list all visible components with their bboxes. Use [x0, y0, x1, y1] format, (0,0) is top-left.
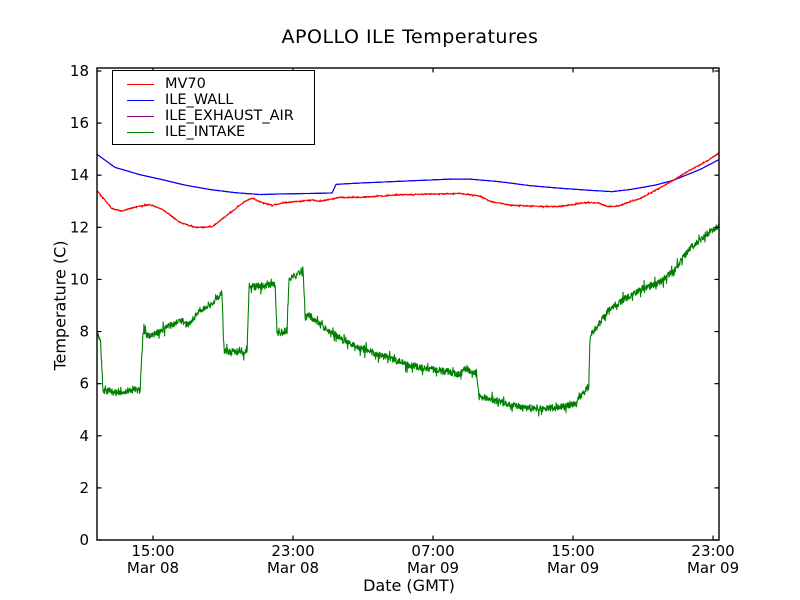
legend-line-sample	[127, 115, 154, 117]
legend-line-sample	[127, 83, 154, 85]
x-tick-date-label: Mar 08	[267, 559, 319, 577]
legend-line-sample	[127, 131, 154, 133]
y-tick-label: 16	[70, 114, 89, 132]
legend: MV70 ILE_WALL ILE_EXHAUST_AIR ILE_INTAKE	[112, 70, 315, 145]
series-line-ile_intake	[97, 222, 719, 417]
plot-border	[96, 67, 720, 541]
y-tick-label: 8	[79, 323, 89, 341]
x-axis-label: Date (GMT)	[363, 576, 455, 595]
legend-item-ile_exhaust_air: ILE_EXHAUST_AIR	[113, 108, 314, 124]
axis-ticks	[97, 68, 719, 541]
y-tick-label: 6	[79, 375, 89, 393]
x-tick-time-label: 07:00	[411, 542, 454, 560]
chart-title: APOLLO ILE Temperatures	[281, 26, 539, 48]
x-tick-date-label: Mar 09	[547, 559, 599, 577]
x-tick-time-label: 15:00	[131, 542, 174, 560]
series-line-ile_wall	[97, 153, 719, 196]
legend-line-sample	[127, 99, 154, 101]
x-tick-time-label: 23:00	[691, 542, 734, 560]
x-tick-date-label: Mar 08	[127, 559, 179, 577]
y-tick-label: 4	[79, 427, 89, 445]
legend-label: ILE_EXHAUST_AIR	[165, 108, 294, 124]
x-tick-date-label: Mar 09	[407, 559, 459, 577]
y-tick-label: 18	[70, 62, 89, 80]
y-tick-label: 10	[70, 270, 89, 288]
legend-item-mv70: MV70	[113, 76, 314, 92]
series-line-ile_exhaust_air	[97, 153, 719, 196]
y-axis-label: Temperature (C)	[50, 240, 70, 371]
legend-label: ILE_WALL	[165, 92, 234, 108]
y-tick-label: 2	[79, 479, 89, 497]
x-tick-date-label: Mar 09	[687, 559, 739, 577]
legend-item-ile_intake: ILE_INTAKE	[113, 124, 314, 140]
series-line-mv70	[97, 151, 719, 229]
y-tick-label: 12	[70, 218, 89, 236]
y-tick-label: 0	[79, 531, 89, 549]
legend-label: ILE_INTAKE	[165, 124, 246, 140]
x-tick-time-label: 23:00	[271, 542, 314, 560]
x-tick-time-label: 15:00	[551, 542, 594, 560]
y-tick-label: 14	[70, 166, 89, 184]
legend-item-ile_wall: ILE_WALL	[113, 92, 314, 108]
data-series	[97, 151, 719, 417]
legend-label: MV70	[165, 76, 206, 92]
